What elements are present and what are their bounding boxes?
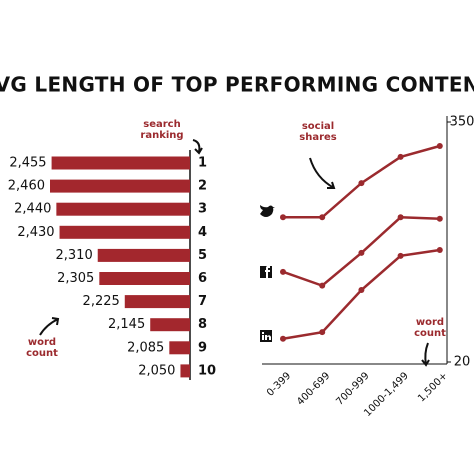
axis-label: word count (414, 317, 446, 339)
x-tick-label: 0-399 (265, 370, 293, 398)
arrow (192, 139, 203, 155)
y-tick-label: 350 (450, 115, 474, 130)
point (358, 180, 365, 187)
point (280, 335, 286, 342)
data-label: 2,460 (8, 179, 45, 194)
x-tick-label: 1,500+ (416, 370, 450, 404)
twitter-icon (260, 205, 275, 217)
point (319, 329, 326, 336)
bar (50, 179, 190, 193)
point (280, 268, 286, 275)
title: AVG LENGTH OF TOP PERFORMING CONTENT (0, 73, 474, 97)
bar (56, 202, 191, 216)
category-label: 9 (198, 340, 207, 355)
data-label: 2,050 (138, 363, 175, 378)
data-label: 2,305 (57, 271, 94, 286)
bar (180, 364, 190, 378)
bar (97, 248, 190, 262)
point (397, 214, 404, 221)
bar (51, 156, 190, 170)
point (397, 153, 404, 160)
point (436, 215, 443, 222)
axis-label: search ranking (140, 119, 183, 141)
category-label: 3 (198, 202, 207, 217)
category-label: 10 (198, 363, 216, 378)
point (319, 282, 326, 289)
category-label: 7 (198, 294, 207, 309)
bar (150, 318, 190, 332)
point (436, 247, 443, 253)
axis-label: word count (26, 337, 58, 359)
data-label: 2,145 (108, 317, 145, 332)
point (436, 143, 443, 149)
data-label: 2,085 (127, 340, 164, 355)
data-label: 2,430 (17, 225, 54, 240)
data-label: 2,440 (14, 202, 51, 217)
point (358, 249, 365, 256)
arrow (39, 317, 60, 336)
x-tick-label: 700-999 (334, 370, 371, 407)
bar (169, 341, 190, 355)
category-label: 6 (198, 271, 207, 286)
point (358, 287, 365, 293)
data-label: 2,310 (56, 248, 93, 263)
bar (59, 225, 190, 239)
bar (99, 272, 190, 285)
data-label: 2,225 (83, 294, 120, 309)
bar (124, 295, 190, 309)
axis-label: social shares (299, 121, 337, 143)
point (397, 252, 404, 259)
arrow (421, 342, 430, 367)
facebook-icon (260, 266, 272, 278)
category-label: 2 (198, 179, 207, 194)
point (319, 214, 326, 221)
linkedin-icon (260, 330, 272, 342)
data-label: 2,455 (9, 156, 46, 171)
category-label: 8 (198, 317, 207, 332)
point (280, 214, 286, 221)
category-label: 5 (198, 248, 207, 263)
category-label: 1 (198, 156, 207, 171)
arrow (309, 157, 336, 189)
x-tick-label: 400-699 (295, 370, 332, 407)
y-tick-label: 20 (454, 355, 471, 370)
category-label: 4 (198, 225, 207, 240)
